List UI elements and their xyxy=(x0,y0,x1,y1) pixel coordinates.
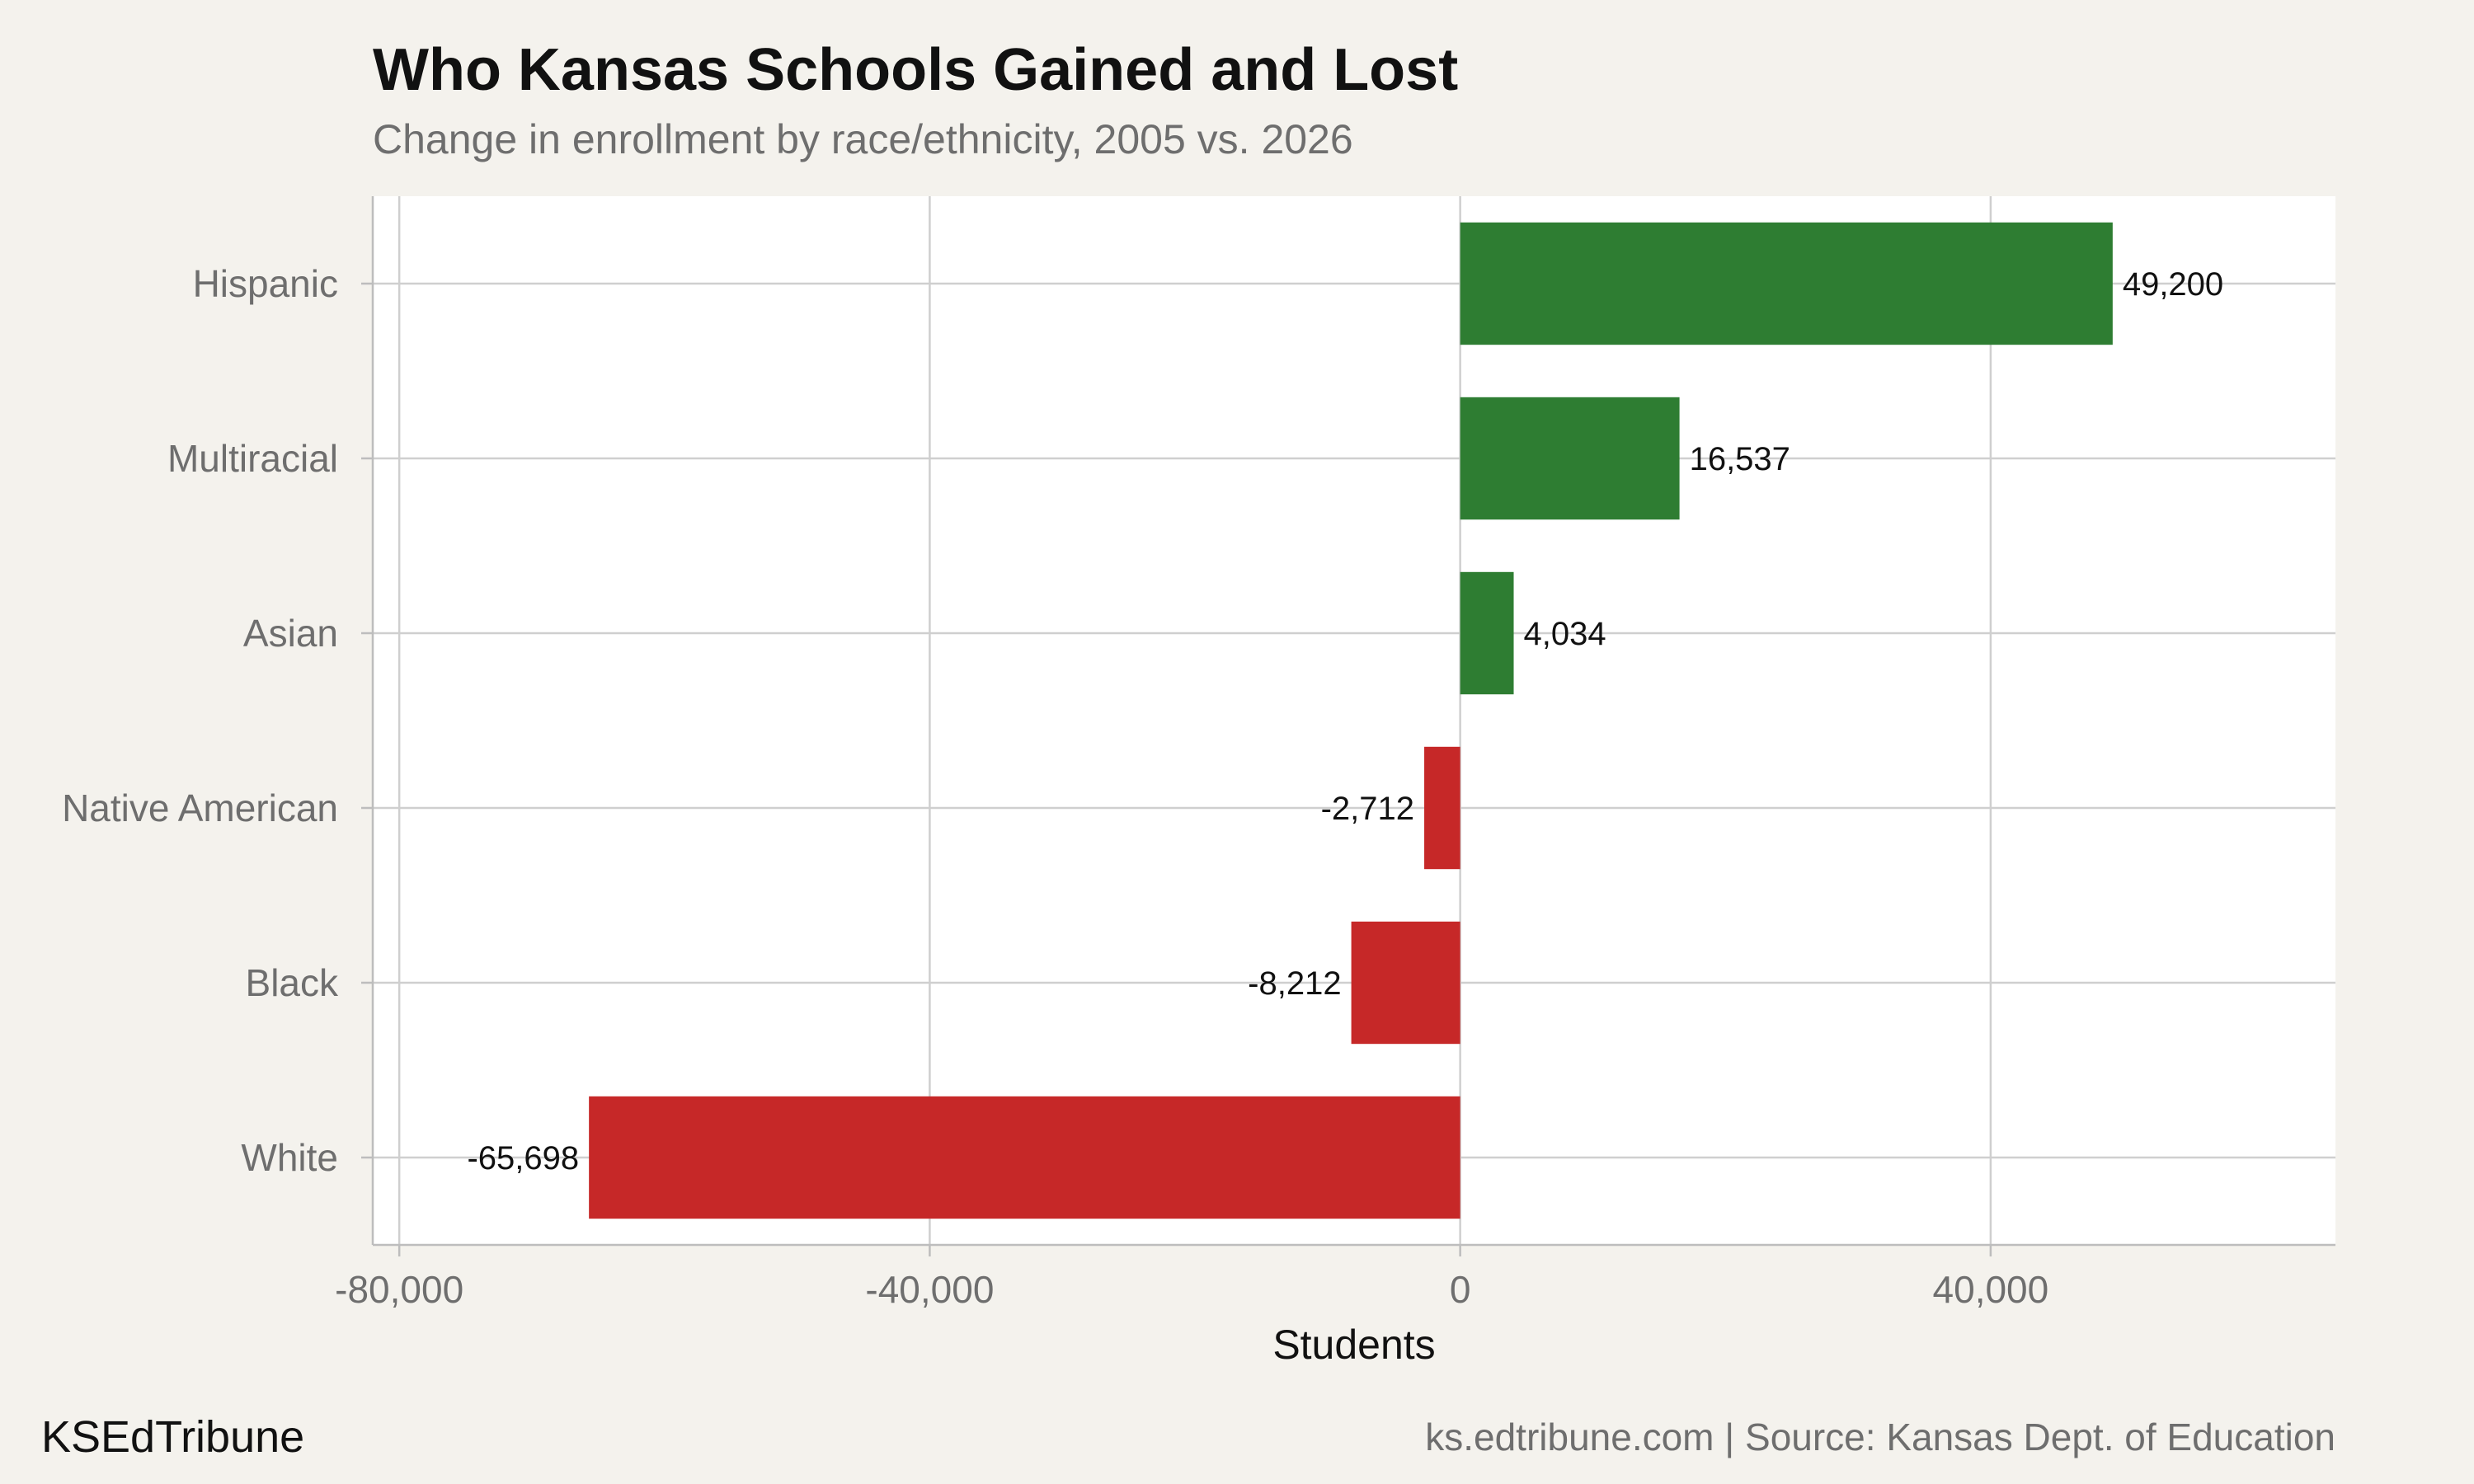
y-tick-label: Native American xyxy=(62,787,338,829)
y-tick-label: Hispanic xyxy=(193,262,338,305)
brand-logo-text: KSEdTribune xyxy=(41,1412,305,1462)
data-label: 16,537 xyxy=(1690,441,1790,477)
bar-white xyxy=(589,1096,1460,1219)
y-tick-label: White xyxy=(241,1136,338,1179)
bar-multiracial xyxy=(1460,397,1680,520)
y-tick-label: Black xyxy=(246,961,339,1004)
plot-panel xyxy=(373,196,2335,1245)
data-label: -8,212 xyxy=(1248,965,1341,1002)
y-tick-label: Asian xyxy=(243,612,338,655)
x-tick-label: 0 xyxy=(1450,1268,1471,1311)
x-axis-title: Students xyxy=(1272,1322,1435,1368)
x-tick-label: -80,000 xyxy=(335,1268,463,1311)
y-tick-label: Multiracial xyxy=(167,437,338,480)
x-tick-label: -40,000 xyxy=(865,1268,994,1311)
data-label: 49,200 xyxy=(2123,266,2223,303)
chart-subtitle: Change in enrollment by race/ethnicity, … xyxy=(373,116,1353,162)
data-label: -65,698 xyxy=(467,1140,579,1176)
bar-native-american xyxy=(1424,746,1460,870)
source-note: ks.edtribune.com | Source: Kansas Dept. … xyxy=(1425,1416,2335,1458)
bar-black xyxy=(1351,921,1460,1045)
bar-asian xyxy=(1460,571,1514,695)
x-tick-label: 40,000 xyxy=(1933,1268,2049,1311)
data-label: -2,712 xyxy=(1321,791,1414,827)
chart-title: Who Kansas Schools Gained and Lost xyxy=(373,37,1459,103)
bar-hispanic xyxy=(1460,222,2113,345)
data-label: 4,034 xyxy=(1524,616,1606,652)
